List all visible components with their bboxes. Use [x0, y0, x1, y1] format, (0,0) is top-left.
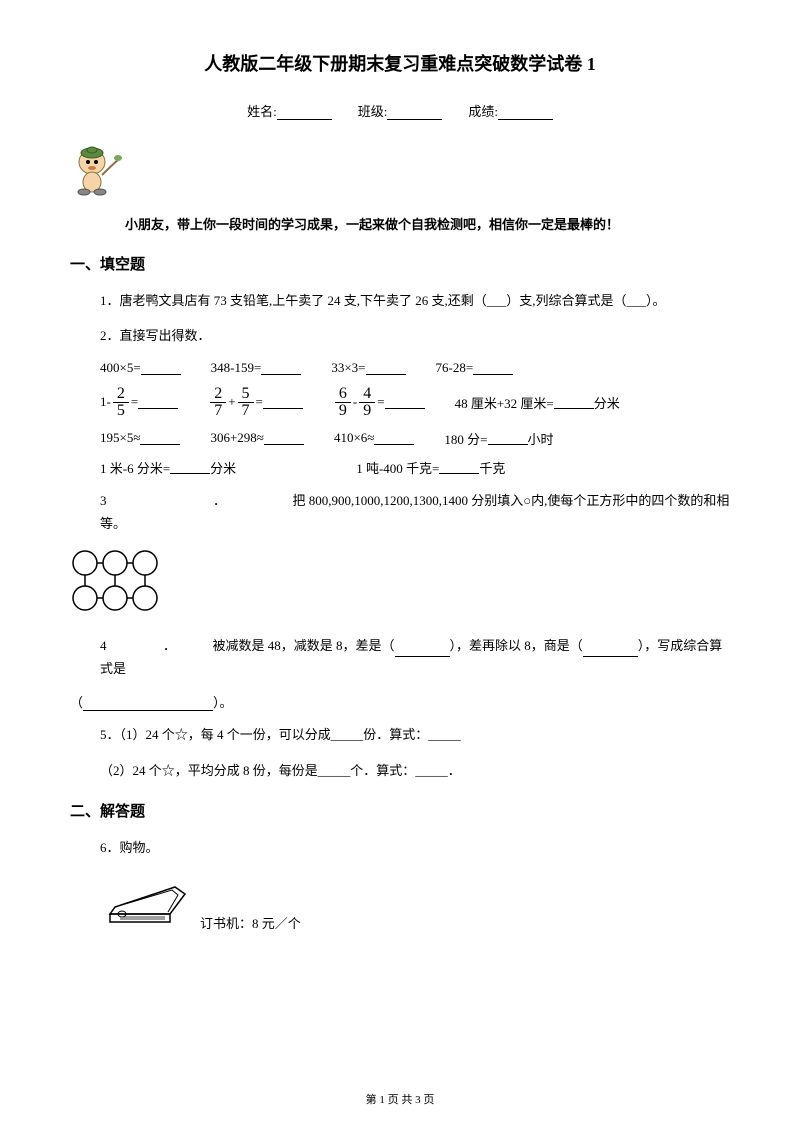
question-5b: （2）24 个☆，平均分成 8 份，每份是_____个．算式：_____．: [100, 759, 730, 782]
class-blank[interactable]: [387, 106, 442, 120]
q2r3-b: 306+298≈: [210, 430, 263, 446]
section-1-heading: 一、填空题: [70, 253, 730, 274]
stapler-item: 订书机：8 元／个: [100, 872, 730, 932]
q2r4-a: 1 米-6 分米=: [100, 458, 170, 477]
question-3: 3 ． 把 800,900,1000,1200,1300,1400 分别填入○内…: [100, 489, 730, 536]
q2-row-2: 1- 25 = 27 + 57 = 69 - 49 = 48 厘米+32 厘米=…: [100, 386, 730, 419]
circle-diagram: [70, 548, 730, 622]
q2r1-c: 33×3=: [331, 360, 365, 376]
q4-text-a: 被减数是 48，减数是 8，差是（: [213, 638, 395, 653]
blank[interactable]: [554, 395, 594, 409]
q3-dot: ．: [213, 493, 226, 508]
fraction-icon: 69: [335, 386, 351, 419]
blank[interactable]: [140, 431, 180, 445]
page-title: 人教版二年级下册期末复习重难点突破数学试卷 1: [70, 50, 730, 76]
question-4: 4 ． 被减数是 48，减数是 8，差是（），差再除以 8，商是（），写成综合算…: [100, 634, 730, 681]
section-2-heading: 二、解答题: [70, 800, 730, 821]
blank[interactable]: [261, 361, 301, 375]
q2-row-3: 195×5≈ 306+298≈ 410×6≈ 180 分= 小时: [100, 429, 730, 448]
student-info-line: 姓名: 班级: 成绩:: [70, 101, 730, 120]
q2r3-d: 180 分=: [444, 429, 487, 448]
q2r3-d-unit: 小时: [528, 429, 554, 448]
q2r2-a-pre: 1-: [100, 394, 111, 410]
blank[interactable]: [385, 395, 425, 409]
fraction-icon: 27: [210, 386, 226, 419]
q2r4-b: 1 吨-400 千克=: [356, 458, 439, 477]
q2r4-b-unit: 千克: [479, 458, 505, 477]
q2r2-a-suf: =: [131, 394, 138, 410]
q4-text-e: ）。: [213, 695, 233, 710]
q2r1-a: 400×5=: [100, 360, 141, 376]
blank[interactable]: [488, 431, 528, 445]
encourage-text: 小朋友，带上你一段时间的学习成果，一起来做个自我检测吧，相信你一定是最棒的！: [125, 214, 730, 233]
question-4-cont: （ ）。: [70, 692, 730, 711]
blank[interactable]: [583, 643, 638, 657]
blank[interactable]: [170, 460, 210, 474]
mascot-icon: [70, 140, 730, 204]
q2r2-d-unit: 分米: [594, 393, 620, 412]
blank[interactable]: [138, 395, 178, 409]
question-5a: 5．（1）24 个☆，每 4 个一份，可以分成_____份．算式：_____: [100, 723, 730, 746]
fraction-icon: 49: [359, 386, 375, 419]
q3-num: 3: [100, 493, 107, 508]
blank[interactable]: [395, 643, 450, 657]
question-2: 2．直接写出得数．: [100, 324, 730, 347]
q2r1-b: 348-159=: [211, 360, 262, 376]
blank[interactable]: [374, 431, 414, 445]
q2r3-a: 195×5≈: [100, 430, 140, 446]
q4-num: 4: [100, 638, 107, 653]
q2r3-c: 410×6≈: [334, 430, 374, 446]
name-blank[interactable]: [277, 106, 332, 120]
question-6: 6．购物。: [100, 836, 730, 859]
stapler-icon: [100, 872, 200, 932]
stapler-label: 订书机：8 元／个: [200, 913, 301, 932]
q4-text-b: ），差再除以 8，商是（: [450, 638, 583, 653]
blank[interactable]: [366, 361, 406, 375]
blank[interactable]: [83, 697, 213, 711]
blank[interactable]: [473, 361, 513, 375]
q2r2-b-mid: +: [228, 394, 235, 410]
blank[interactable]: [263, 395, 303, 409]
question-1: 1．唐老鸭文具店有 73 支铅笔,上午卖了 24 支,下午卖了 26 支,还剩（…: [100, 289, 730, 312]
fraction-icon: 25: [113, 386, 129, 419]
q2r2-b-suf: =: [256, 394, 263, 410]
score-blank[interactable]: [498, 106, 553, 120]
page-footer: 第 1 页 共 3 页: [0, 1091, 800, 1107]
q4-text-d: （: [70, 695, 83, 710]
blank[interactable]: [141, 361, 181, 375]
fraction-icon: 57: [238, 386, 254, 419]
q2-row-1: 400×5= 348-159= 33×3= 76-28=: [100, 360, 730, 376]
q2r2-d: 48 厘米+32 厘米=: [455, 393, 554, 412]
q2-row-4: 1 米-6 分米= 分米 1 吨-400 千克= 千克: [100, 458, 730, 477]
q2r2-c-suf: =: [377, 394, 384, 410]
blank[interactable]: [264, 431, 304, 445]
q3-text: 把 800,900,1000,1200,1300,1400 分别填入○内,使每个…: [100, 493, 729, 531]
q4-dot: ．: [163, 638, 176, 653]
class-label: 班级:: [358, 104, 388, 119]
blank[interactable]: [439, 460, 479, 474]
q2r1-d: 76-28=: [436, 360, 474, 376]
name-label: 姓名:: [247, 104, 277, 119]
q2r2-c-mid: -: [353, 394, 357, 410]
score-label: 成绩:: [468, 104, 498, 119]
q2r4-a-unit: 分米: [210, 458, 236, 477]
